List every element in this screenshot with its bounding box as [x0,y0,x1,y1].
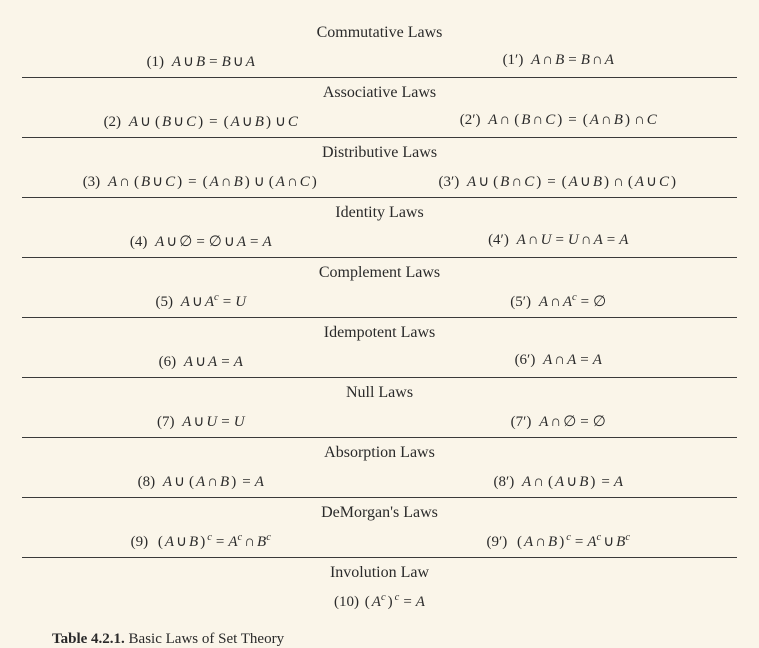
law-number: (1) [147,54,165,70]
law-expression: (A∪B)c=Ac∩Bc [156,534,271,550]
law-expression: A∩U=U∩A=A [517,232,629,248]
law-cell-left: (9) (A∪B)c=Ac∩Bc [22,532,380,551]
law-number: (9′) [486,534,507,550]
law-expression: (A∩B)c=Ac∪Bc [515,534,630,550]
laws-table: Commutative Laws (1) A∪B=B∪A (1′) A∩B=B∩… [22,18,737,617]
law-cell-left: (8) A∪(A∩B)=A [22,472,380,491]
law-expression: (Ac)c=A [363,594,425,610]
law-number: (4) [130,234,148,250]
law-cell-left: (7) A∪U=U [22,412,380,431]
law-expression: A∪(B∩C)=(A∪B)∩(A∪C) [467,174,678,190]
section-title: Idempotent Laws [22,318,737,346]
section-title: Absorption Laws [22,438,737,466]
law-row: (9) (A∪B)c=Ac∩Bc (9′) (A∩B)c=Ac∪Bc [22,526,737,558]
law-cell-left: (3) A∩(B∪C)=(A∩B)∪(A∩C) [22,172,380,191]
law-row: (2) A∪(B∪C)=(A∪B)∪C (2′) A∩(B∩C)=(A∩B)∩C [22,106,737,138]
law-row: (6) A∪A=A (6′) A∩A=A [22,346,737,378]
law-number: (2) [104,114,122,130]
law-number: (4′) [488,232,509,248]
law-cell-right: (9′) (A∩B)c=Ac∪Bc [380,532,738,551]
law-row: (5) A∪Ac=U (5′) A∩Ac=∅ [22,286,737,318]
law-number: (5′) [510,294,531,310]
law-number: (3′) [438,174,459,190]
law-number: (3) [83,174,101,190]
table-caption: Table 4.2.1. Basic Laws of Set Theory [22,617,737,648]
law-number: (1′) [503,52,524,68]
section-title: Identity Laws [22,198,737,226]
law-number: (9) [131,534,149,550]
law-number: (10) [334,594,359,610]
law-cell-right: (6′) A∩A=A [380,352,738,371]
law-cell-left: (2) A∪(B∪C)=(A∪B)∪C [22,112,380,131]
law-cell-right: (8′) A∩(A∪B)=A [380,472,738,491]
law-expression: A∪∅=∅∪A=A [155,234,272,250]
law-cell-right: (3′) A∪(B∩C)=(A∪B)∩(A∪C) [380,172,738,191]
law-cell-left: (6) A∪A=A [22,352,380,371]
law-expression: A∪Ac=U [181,294,246,310]
section-title: Commutative Laws [22,18,737,46]
law-cell-left: (1) A∪B=B∪A [22,52,380,71]
law-cell-right: (2′) A∩(B∩C)=(A∩B)∩C [380,112,738,131]
law-cell-right: (4′) A∩U=U∩A=A [380,232,738,251]
law-number: (6) [159,354,177,370]
law-row: (7) A∪U=U (7′) A∩∅=∅ [22,406,737,438]
law-cell-right: (7′) A∩∅=∅ [380,412,738,431]
section-title: Null Laws [22,378,737,406]
law-expression: A∪A=A [184,354,243,370]
law-row: (8) A∪(A∩B)=A (8′) A∩(A∪B)=A [22,466,737,498]
law-number: (6′) [515,352,536,368]
law-number: (8′) [493,474,514,490]
law-expression: A∪(B∪C)=(A∪B)∪C [129,114,298,130]
caption-label: Table 4.2.1. [52,631,125,647]
law-expression: A∪U=U [182,414,244,430]
law-row: (4) A∪∅=∅∪A=A (4′) A∩U=U∩A=A [22,226,737,258]
law-expression: A∩(A∪B)=A [522,474,623,490]
law-number: (8) [138,474,156,490]
law-expression: A∩(B∩C)=(A∩B)∩C [488,112,657,128]
law-expression: A∪B=B∪A [172,54,255,70]
law-expression: A∩∅=∅ [539,414,606,430]
law-number: (5) [155,294,173,310]
law-row: (1) A∪B=B∪A (1′) A∩B=B∩A [22,46,737,78]
law-expression: A∩A=A [543,352,602,368]
law-expression: A∩B=B∩A [531,52,614,68]
law-number: (7′) [511,414,532,430]
law-expression: A∩Ac=∅ [539,294,606,310]
law-cell-right: (1′) A∩B=B∩A [380,52,738,71]
law-expression: A∩(B∪C)=(A∩B)∪(A∩C) [108,174,319,190]
law-cell-left: (5) A∪Ac=U [22,292,380,311]
section-title: Associative Laws [22,78,737,106]
law-expression: A∪(A∩B)=A [163,474,264,490]
law-cell-center: (10) (Ac)c=A [22,592,737,611]
section-title: Complement Laws [22,258,737,286]
caption-text: Basic Laws of Set Theory [129,631,285,647]
section-title: Involution Law [22,558,737,586]
law-number: (7) [157,414,175,430]
law-number: (2′) [460,112,481,128]
section-title: Distributive Laws [22,138,737,166]
law-cell-left: (4) A∪∅=∅∪A=A [22,232,380,251]
section-title: DeMorgan's Laws [22,498,737,526]
law-cell-right: (5′) A∩Ac=∅ [380,292,738,311]
law-row: (3) A∩(B∪C)=(A∩B)∪(A∩C) (3′) A∪(B∩C)=(A∪… [22,166,737,198]
